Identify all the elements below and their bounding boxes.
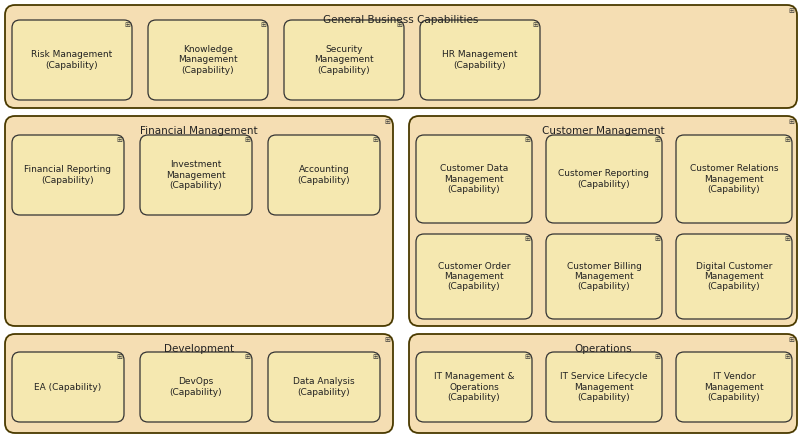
Text: ⊞: ⊞: [532, 22, 538, 28]
Text: Accounting
(Capability): Accounting (Capability): [298, 165, 350, 185]
Text: ⊞: ⊞: [654, 354, 660, 360]
Text: Customer Relations
Management
(Capability): Customer Relations Management (Capabilit…: [690, 164, 778, 194]
Text: ⊞: ⊞: [372, 137, 378, 143]
Text: ⊞: ⊞: [784, 354, 790, 360]
FancyBboxPatch shape: [546, 352, 662, 422]
Text: HR Management
(Capability): HR Management (Capability): [442, 50, 518, 70]
Text: Financial Reporting
(Capability): Financial Reporting (Capability): [25, 165, 111, 185]
FancyBboxPatch shape: [420, 20, 540, 100]
Text: IT Vendor
Management
(Capability): IT Vendor Management (Capability): [704, 372, 764, 402]
Text: Knowledge
Management
(Capability): Knowledge Management (Capability): [178, 45, 238, 75]
Text: IT Service Lifecycle
Management
(Capability): IT Service Lifecycle Management (Capabil…: [560, 372, 648, 402]
Text: ⊞: ⊞: [384, 337, 390, 343]
Text: Data Analysis
(Capability): Data Analysis (Capability): [294, 377, 354, 397]
FancyBboxPatch shape: [148, 20, 268, 100]
FancyBboxPatch shape: [268, 352, 380, 422]
Text: Security
Management
(Capability): Security Management (Capability): [314, 45, 374, 75]
Text: Customer Management: Customer Management: [541, 126, 664, 136]
Text: Risk Management
(Capability): Risk Management (Capability): [31, 50, 112, 70]
FancyBboxPatch shape: [546, 234, 662, 319]
FancyBboxPatch shape: [12, 20, 132, 100]
FancyBboxPatch shape: [5, 116, 393, 326]
FancyBboxPatch shape: [268, 135, 380, 215]
Text: ⊞: ⊞: [784, 236, 790, 242]
Text: ⊞: ⊞: [525, 137, 530, 143]
Text: ⊞: ⊞: [654, 236, 660, 242]
FancyBboxPatch shape: [140, 352, 252, 422]
FancyBboxPatch shape: [676, 234, 792, 319]
Text: General Business Capabilities: General Business Capabilities: [323, 15, 479, 25]
Text: ⊞: ⊞: [654, 137, 660, 143]
Text: ⊞: ⊞: [116, 354, 122, 360]
Text: ⊞: ⊞: [244, 137, 250, 143]
Text: ⊞: ⊞: [525, 236, 530, 242]
Text: Customer Billing
Management
(Capability): Customer Billing Management (Capability): [566, 261, 642, 291]
Text: DevOps
(Capability): DevOps (Capability): [170, 377, 222, 397]
Text: ⊞: ⊞: [372, 354, 378, 360]
FancyBboxPatch shape: [676, 135, 792, 223]
Text: Customer Reporting
(Capability): Customer Reporting (Capability): [558, 170, 650, 189]
FancyBboxPatch shape: [676, 352, 792, 422]
Text: Investment
Management
(Capability): Investment Management (Capability): [166, 160, 226, 190]
FancyBboxPatch shape: [546, 135, 662, 223]
Text: ⊞: ⊞: [384, 119, 390, 125]
FancyBboxPatch shape: [409, 334, 797, 433]
FancyBboxPatch shape: [5, 334, 393, 433]
Text: EA (Capability): EA (Capability): [34, 382, 102, 392]
Text: ⊞: ⊞: [396, 22, 402, 28]
Text: Customer Data
Management
(Capability): Customer Data Management (Capability): [439, 164, 508, 194]
Text: IT Management &
Operations
(Capability): IT Management & Operations (Capability): [434, 372, 514, 402]
FancyBboxPatch shape: [416, 234, 532, 319]
FancyBboxPatch shape: [140, 135, 252, 215]
Text: ⊞: ⊞: [788, 8, 794, 14]
Text: ⊞: ⊞: [116, 137, 122, 143]
Text: Customer Order
Management
(Capability): Customer Order Management (Capability): [438, 261, 510, 291]
Text: ⊞: ⊞: [124, 22, 130, 28]
Text: Operations: Operations: [574, 344, 632, 354]
FancyBboxPatch shape: [12, 135, 124, 215]
FancyBboxPatch shape: [416, 352, 532, 422]
Text: ⊞: ⊞: [525, 354, 530, 360]
FancyBboxPatch shape: [5, 5, 797, 108]
FancyBboxPatch shape: [416, 135, 532, 223]
Text: ⊞: ⊞: [784, 137, 790, 143]
FancyBboxPatch shape: [409, 116, 797, 326]
Text: ⊞: ⊞: [260, 22, 266, 28]
Text: Financial Management: Financial Management: [140, 126, 257, 136]
Text: ⊞: ⊞: [788, 337, 794, 343]
Text: ⊞: ⊞: [788, 119, 794, 125]
Text: Digital Customer
Management
(Capability): Digital Customer Management (Capability): [696, 261, 772, 291]
Text: ⊞: ⊞: [244, 354, 250, 360]
Text: Development: Development: [164, 344, 234, 354]
FancyBboxPatch shape: [12, 352, 124, 422]
FancyBboxPatch shape: [284, 20, 404, 100]
